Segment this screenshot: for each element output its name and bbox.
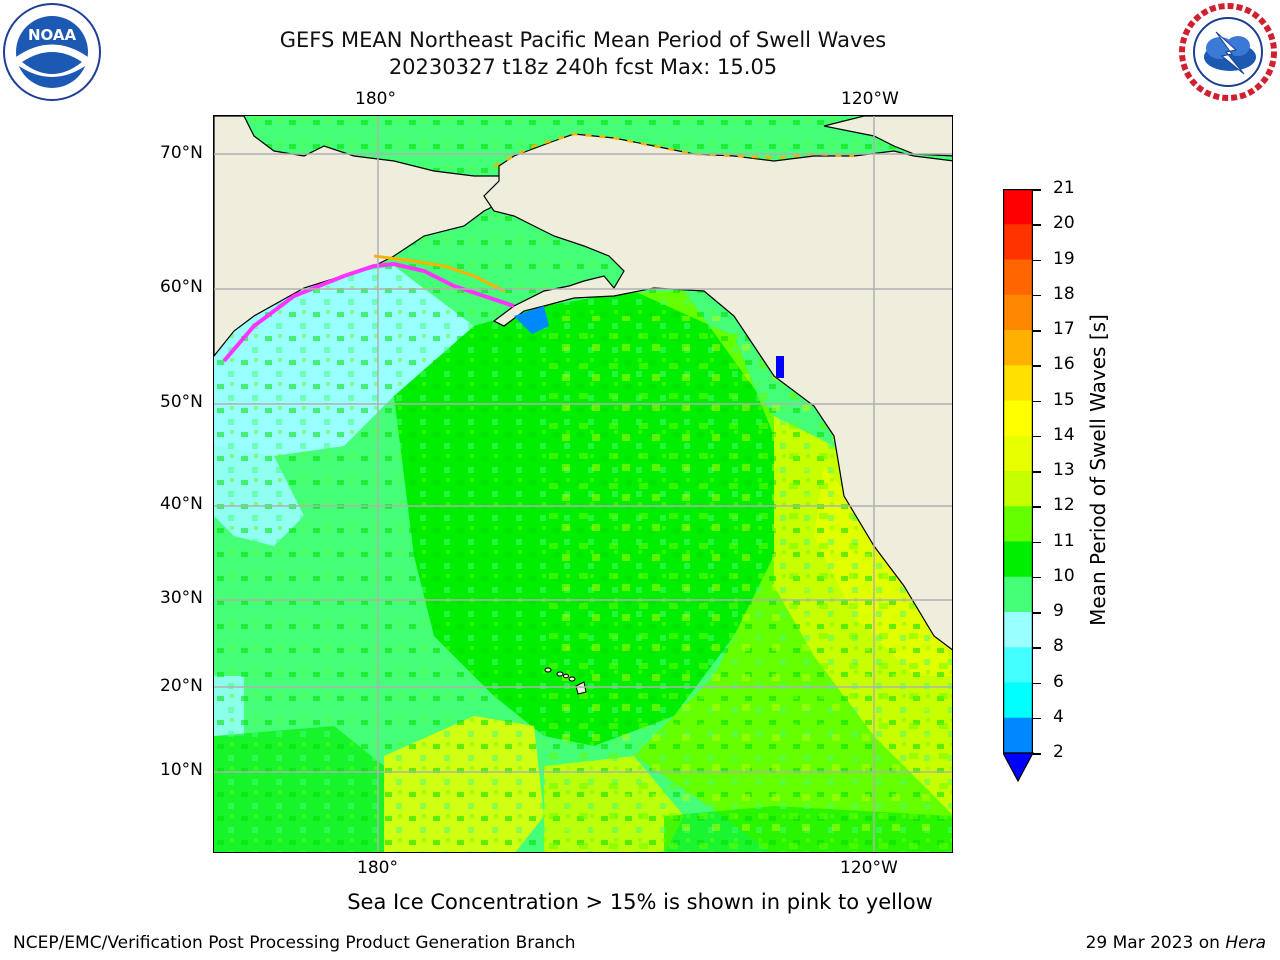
top-label-120w: 120°W — [841, 89, 899, 109]
noaa-logo: NOAA — [2, 2, 102, 102]
sea-ice-note: Sea Ice Concentration > 15% is shown in … — [0, 890, 1280, 914]
colorbar-segment — [1003, 612, 1033, 648]
colorbar-tick — [1033, 541, 1041, 543]
colorbar-tick — [1033, 717, 1041, 720]
colorbar-tick — [1033, 471, 1041, 473]
colorbar-tick-label: 13 — [1053, 460, 1075, 480]
colorbar — [1001, 189, 1035, 788]
map-svg — [214, 116, 952, 852]
colorbar-segment — [1003, 259, 1033, 296]
footer-date-text: 29 Mar 2023 on — [1085, 933, 1226, 953]
colorbar-tick-label: 15 — [1053, 389, 1075, 410]
colorbar-segment — [1003, 400, 1033, 437]
colorbar-tick-label: 2 — [1053, 742, 1064, 762]
colorbar-segment — [1003, 224, 1033, 260]
colorbar-tick-label: 12 — [1053, 495, 1075, 516]
colorbar-tick — [1033, 400, 1041, 402]
lat-label-60n: 60°N — [160, 277, 203, 297]
map-panel — [213, 115, 953, 853]
colorbar-segment — [1003, 435, 1033, 472]
lat-label-50n: 50°N — [160, 392, 203, 412]
colorbar-segment — [1003, 682, 1033, 719]
nws-logo — [1178, 2, 1278, 102]
colorbar-tick-label: 17 — [1053, 319, 1075, 339]
colorbar-tick — [1033, 365, 1041, 367]
map-title: GEFS MEAN Northeast Pacific Mean Period … — [0, 27, 1166, 81]
lat-label-40n: 40°N — [160, 494, 203, 514]
lat-label-30n: 30°N — [160, 588, 203, 608]
colorbar-tick — [1033, 612, 1041, 614]
colorbar-tick — [1033, 506, 1041, 508]
lat-label-70n: 70°N — [160, 143, 203, 163]
colorbar-tick — [1033, 224, 1041, 226]
footer-credit: NCEP/EMC/Verification Post Processing Pr… — [13, 933, 576, 953]
land-north-america — [483, 133, 952, 651]
footer-date: 29 Mar 2023 on Hera — [1086, 933, 1266, 953]
colorbar-tick — [1033, 294, 1041, 297]
colorbar-tick — [1033, 682, 1041, 684]
colorbar-tick — [1033, 435, 1041, 438]
bottom-label-180: 180° — [357, 858, 398, 878]
colorbar-tick — [1033, 576, 1041, 579]
colorbar-tick — [1033, 753, 1041, 755]
gridlines — [214, 116, 952, 852]
colorbar-tick-label: 4 — [1053, 706, 1064, 727]
colorbar-tick-label: 16 — [1053, 354, 1075, 375]
colorbar-segment — [1003, 294, 1033, 331]
hawaii-islands — [544, 667, 587, 695]
footer-host: Hera — [1225, 933, 1266, 953]
colorbar-title: Mean Period of Swell Waves [s] — [1086, 314, 1110, 626]
colorbar-segment — [1003, 647, 1033, 683]
title-line-2: 20230327 t18z 240h fcst Max: 15.05 — [388, 55, 778, 79]
noaa-logo-text: NOAA — [28, 26, 77, 44]
lat-label-20n: 20°N — [160, 676, 203, 696]
top-label-180: 180° — [355, 89, 396, 109]
colorbar-tick — [1033, 647, 1041, 649]
colorbar-tick-label: 11 — [1053, 530, 1075, 551]
colorbar-tick-label: 10 — [1053, 565, 1075, 586]
swell-low-spot — [514, 306, 549, 334]
colorbar-tick-label: 6 — [1053, 671, 1064, 692]
colorbar-extend-min — [1001, 752, 1035, 783]
colorbar-segment — [1003, 365, 1033, 401]
colorbar-segment — [1003, 576, 1033, 613]
colorbar-tick — [1033, 330, 1041, 332]
bottom-label-120w: 120°W — [840, 858, 898, 878]
colorbar-tick-label: 21 — [1053, 178, 1075, 198]
colorbar-segment — [1003, 717, 1033, 754]
sea-ice-note-text: Sea Ice Concentration > 15% is shown in … — [347, 890, 933, 914]
colorbar-tick-label: 18 — [1053, 283, 1075, 304]
colorbar-tick-label: 20 — [1053, 213, 1075, 234]
colorbar-segment — [1003, 541, 1033, 578]
colorbar-segment — [1003, 506, 1033, 542]
colorbar-tick-label: 9 — [1053, 601, 1064, 621]
colorbar-border — [1003, 189, 1033, 754]
colorbar-tick-label: 8 — [1053, 636, 1064, 657]
colorbar-tick — [1033, 189, 1041, 191]
colorbar-segment — [1003, 330, 1033, 366]
sea-ice-edge — [222, 261, 515, 363]
title-line-1: GEFS MEAN Northeast Pacific Mean Period … — [279, 28, 887, 52]
colorbar-svg — [1001, 189, 1035, 783]
colorbar-tick-label: 19 — [1053, 248, 1075, 269]
lat-label-10n: 10°N — [160, 760, 203, 780]
colorbar-segment — [1003, 471, 1033, 507]
colorbar-segment — [1003, 189, 1033, 225]
colorbar-tick — [1033, 259, 1041, 261]
colorbar-tick-label: 14 — [1053, 424, 1075, 445]
